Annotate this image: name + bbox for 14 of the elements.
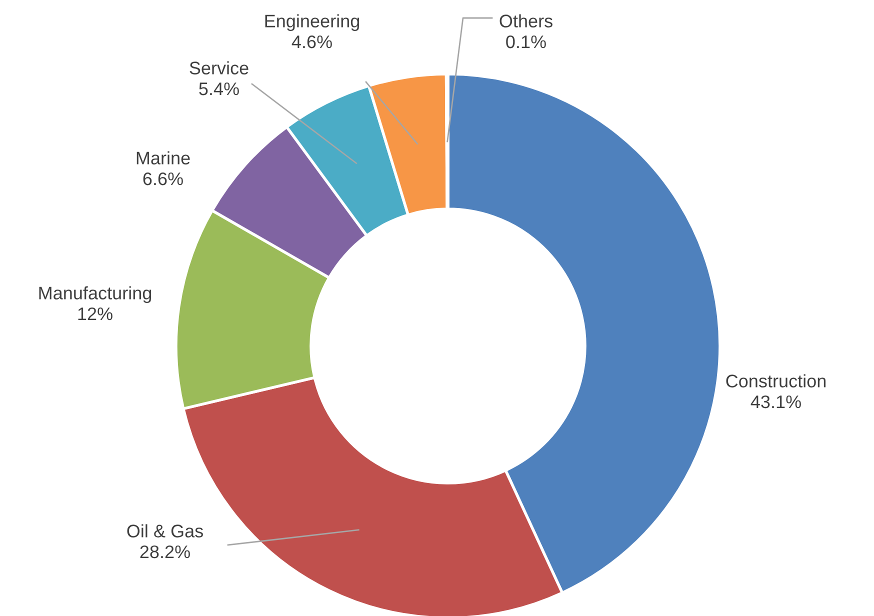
slice-label: Others xyxy=(500,14,552,28)
slice-label: Engineering xyxy=(265,14,360,32)
data-label: 28.2% xyxy=(140,545,190,558)
data-label: 6.6% xyxy=(143,172,183,186)
data-label: 5.4% xyxy=(199,82,239,96)
slice-label: Marine xyxy=(136,151,190,164)
slice-label: Service xyxy=(190,61,248,74)
data-label: 12% xyxy=(78,307,112,320)
slice-label: Manufacturing xyxy=(39,286,152,304)
data-label: 4.6% xyxy=(292,35,332,48)
data-label: 0.1% xyxy=(506,35,546,48)
slice-label: Construction xyxy=(726,374,826,388)
data-label: 43.1% xyxy=(750,395,801,408)
slice-label: Oil & Gas xyxy=(127,524,203,538)
